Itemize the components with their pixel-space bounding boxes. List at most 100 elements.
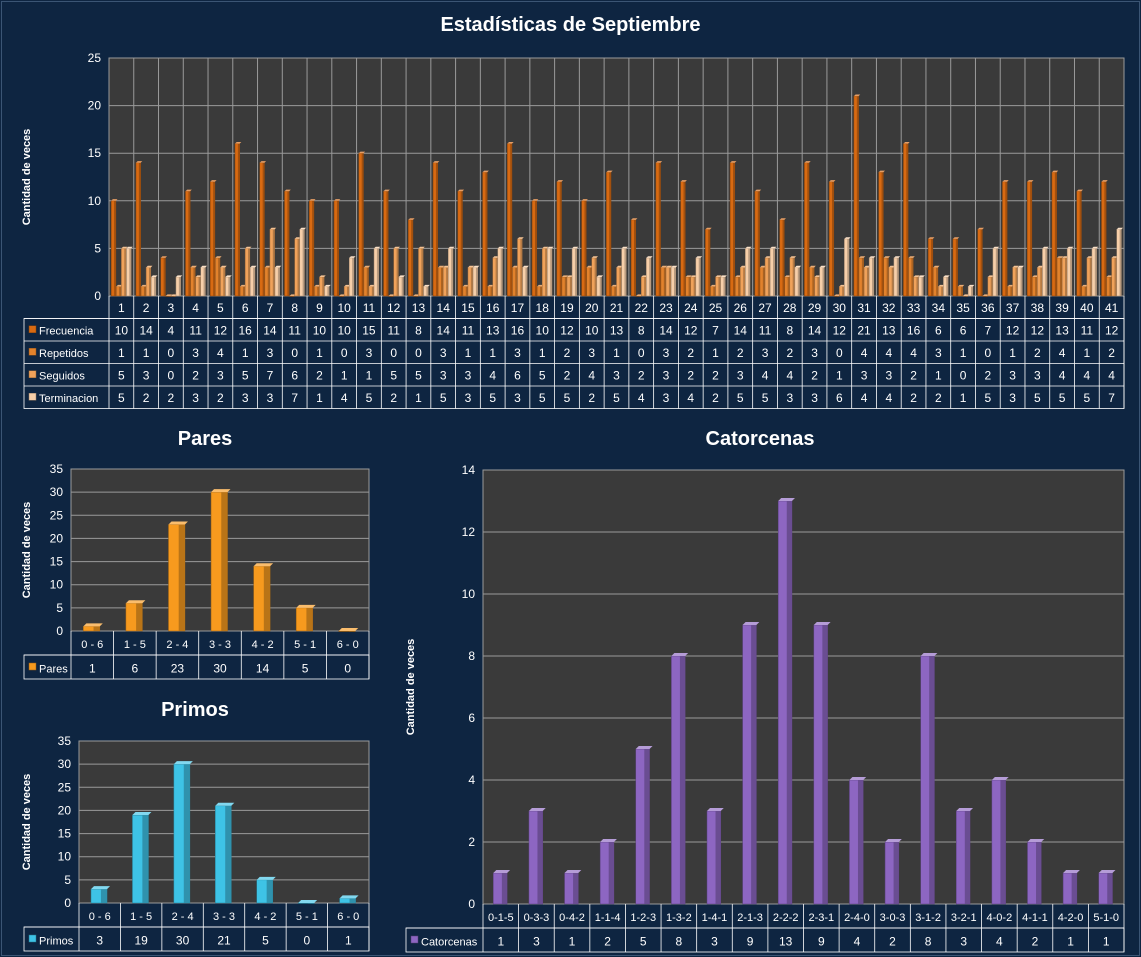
main-data-label-terminacion-12: 2 [390,391,397,405]
main-legend-label-frecuencia: Frecuencia [39,326,94,338]
catorcenas-category-label-6: 1-3-2 [666,912,692,924]
main-bar-repetidos-19 [561,275,569,297]
main-bar-frecuencia-39 [1051,170,1059,297]
main-category-label-24: 24 [684,301,698,315]
main-data-label-repetidos-26: 2 [737,346,744,360]
catorcenas-data-label-catorcenas-13: 8 [925,934,932,948]
primos-bar-primos-1 [90,886,111,904]
main-data-label-seguidos-26: 3 [737,369,744,383]
catorcenas-bar-catorcenas-11 [849,777,867,905]
main-category-label-14: 14 [437,301,451,315]
main-bar-repetidos-40 [1081,284,1089,297]
main-data-label-terminacion-39: 5 [1059,391,1066,405]
main-category-label-1: 1 [118,301,125,315]
main-bar-repetidos-3 [165,294,173,297]
main-data-label-frecuencia-28: 8 [786,324,793,338]
primos-ytick-label-5: 25 [58,780,72,794]
main-data-label-terminacion-20: 2 [588,391,595,405]
main-ytick-label-4: 20 [88,99,102,113]
pares-data-label-pares-5: 14 [256,661,270,675]
main-data-label-repetidos-40: 1 [1084,346,1091,360]
catorcenas-ytick-label-7: 14 [462,463,476,477]
main-ytick-label-2: 10 [88,194,102,208]
main-bar-repetidos-38 [1032,275,1039,297]
main-bar-terminacion-18 [547,246,554,297]
pares-category-label-4: 3 - 3 [209,639,231,651]
main-bar-terminacion-40 [1091,246,1099,297]
catorcenas-ytick-label-4: 8 [468,649,475,663]
main-data-label-repetidos-30: 0 [836,346,843,360]
main-data-label-repetidos-18: 1 [539,346,546,360]
main-data-label-repetidos-33: 4 [910,346,917,360]
catorcenas-data-label-catorcenas-17: 1 [1067,934,1074,948]
main-bar-frecuencia-27 [754,189,762,297]
main-bar-repetidos-15 [462,284,470,297]
main-data-label-seguidos-22: 2 [638,369,645,383]
pares-data-label-pares-4: 30 [213,661,227,675]
main-bar-terminacion-23 [670,265,678,297]
pares-ytick-label-7: 35 [50,462,64,476]
catorcenas-category-label-5: 1-2-3 [630,912,656,924]
main-data-label-repetidos-27: 3 [762,346,769,360]
main-bar-seguidos-35 [962,294,970,297]
main-data-label-repetidos-34: 3 [935,346,942,360]
main-category-label-6: 6 [242,301,249,315]
main-data-label-repetidos-1: 1 [118,346,125,360]
main-bar-frecuencia-3 [160,256,168,297]
main-bar-frecuencia-5 [210,180,217,297]
main-data-label-terminacion-17: 3 [514,391,521,405]
main-bar-repetidos-29 [809,265,816,297]
main-category-label-32: 32 [882,301,896,315]
main-data-label-frecuencia-18: 10 [536,324,550,338]
main-data-label-seguidos-14: 3 [440,369,447,383]
primos-category-label-5: 4 - 2 [254,911,276,923]
main-bar-frecuencia-26 [729,161,737,297]
primos-bar-primos-4 [215,802,235,904]
catorcenas-data-label-catorcenas-10: 9 [818,934,825,948]
main-data-label-repetidos-11: 3 [366,346,373,360]
main-bar-frecuencia-40 [1076,189,1084,297]
primos-data-label-primos-4: 21 [217,933,231,947]
main-data-label-seguidos-17: 6 [514,369,521,383]
main-category-label-26: 26 [734,301,748,315]
catorcenas-category-label-1: 0-1-5 [488,912,514,924]
main-bar-seguidos-25 [715,275,722,297]
primos-table-frame [23,926,370,952]
catorcenas-plot-area [483,470,1124,904]
catorcenas-data-label-catorcenas-4: 2 [604,934,611,948]
main-data-label-repetidos-17: 3 [514,346,521,360]
catorcenas-table-frame [405,927,1125,953]
catorcenas-data-label-catorcenas-15: 4 [996,934,1003,948]
pares-table-frame [23,654,370,680]
main-category-label-39: 39 [1055,301,1069,315]
main-data-label-seguidos-35: 0 [960,369,967,383]
main-bar-repetidos-16 [487,284,494,297]
main-category-label-25: 25 [709,301,723,315]
main-data-label-terminacion-23: 3 [663,391,670,405]
main-data-label-seguidos-18: 5 [539,369,546,383]
main-data-label-frecuencia-35: 6 [960,324,967,338]
catorcenas-bar-catorcenas-10 [813,622,831,905]
catorcenas-data-label-catorcenas-3: 1 [569,934,576,948]
pares-data-label-pares-6: 5 [302,661,309,675]
main-category-label-36: 36 [981,301,995,315]
catorcenas-category-label-15: 4-0-2 [987,912,1013,924]
main-data-label-repetidos-16: 1 [489,346,496,360]
main-data-label-terminacion-1: 5 [118,391,125,405]
catorcenas-data-label-catorcenas-6: 8 [676,934,683,948]
main-data-label-frecuencia-2: 14 [139,324,153,338]
main-data-label-repetidos-12: 0 [390,346,397,360]
main-data-label-terminacion-8: 7 [291,391,298,405]
primos-category-label-6: 5 - 1 [296,911,318,923]
main-data-label-terminacion-16: 5 [489,391,496,405]
main-bar-seguidos-15 [467,265,475,297]
main-category-label-4: 4 [192,301,199,315]
main-category-label-19: 19 [560,301,574,315]
main-data-label-frecuencia-12: 11 [387,324,400,338]
pares-category-label-1: 0 - 6 [81,639,103,651]
main-data-label-frecuencia-11: 15 [362,324,376,338]
main-data-label-terminacion-33: 2 [910,391,917,405]
main-data-label-terminacion-7: 3 [267,391,274,405]
main-bar-frecuencia-37 [1002,180,1009,297]
pares-category-label-3: 2 - 4 [166,639,188,651]
